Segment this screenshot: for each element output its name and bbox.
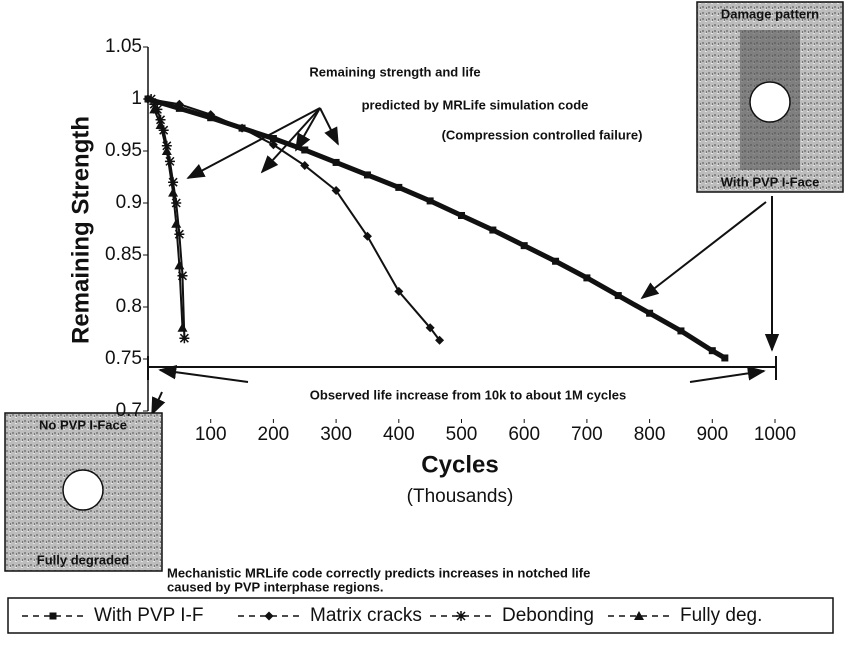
point	[615, 292, 622, 299]
point	[677, 327, 684, 334]
inset-label: With PVP I-Face	[721, 174, 820, 189]
y-tick-label: 1	[131, 88, 142, 109]
point	[165, 156, 175, 166]
legend-marker	[50, 613, 57, 620]
point	[177, 323, 187, 332]
x-axis-unit: (Thousands)	[407, 486, 514, 507]
point	[395, 184, 402, 191]
x-tick-label: 600	[508, 424, 540, 445]
inset-title: No PVP I-Face	[39, 417, 127, 432]
annotation: Observed life increase from 10k to about…	[310, 387, 626, 402]
legend-label: Fully deg.	[680, 605, 762, 626]
legend-label: With PVP I-F	[94, 605, 203, 626]
point	[552, 258, 559, 265]
chart: Remaining strength and life predicted by…	[0, 0, 846, 650]
point	[171, 198, 181, 208]
annotation: Remaining strength and life	[309, 64, 480, 79]
inset-top: Damage pattern With PVP I-Face	[697, 2, 843, 192]
x-tick-label: 800	[634, 424, 666, 445]
series-line	[151, 99, 184, 338]
legend-marker	[265, 612, 274, 621]
point	[489, 227, 496, 234]
y-tick-label: 0.8	[116, 296, 142, 317]
x-tick-label: 200	[258, 424, 290, 445]
point	[156, 120, 166, 129]
inset-label: Fully degraded	[37, 552, 130, 567]
point	[171, 219, 181, 228]
point	[162, 146, 172, 155]
arrows	[148, 108, 776, 414]
x-axis-title: Cycles	[421, 451, 498, 478]
y-tick-label: 0.9	[116, 192, 142, 213]
legend-label: Debonding	[502, 605, 594, 626]
caption: Mechanistic MRLife code correctly predic…	[167, 565, 590, 580]
y-tick-label: 0.7	[116, 400, 142, 421]
point	[427, 197, 434, 204]
point	[364, 171, 371, 178]
y-tick-label: 0.85	[105, 244, 142, 265]
page: {"chart_data": { "type": "line", "xlabel…	[0, 0, 846, 650]
series-line	[148, 99, 440, 340]
y-tick-label: 0.75	[105, 348, 142, 369]
point	[174, 260, 184, 269]
caption: caused by PVP interphase regions.	[167, 579, 384, 594]
point	[301, 146, 308, 153]
y-tick-label: 0.95	[105, 140, 142, 161]
point	[333, 159, 340, 166]
x-tick-label: 400	[383, 424, 415, 445]
x-tick-label: 300	[320, 424, 352, 445]
y-axis-title: Remaining Strength	[67, 116, 94, 344]
inset-bottom: No PVP I-Face Fully degraded	[5, 413, 162, 571]
point	[458, 212, 465, 219]
point	[521, 242, 528, 249]
point	[168, 188, 178, 197]
point	[583, 274, 590, 281]
x-tick-label: 700	[571, 424, 603, 445]
y-tick-label: 1.05	[105, 36, 142, 57]
legend-label: Matrix cracks	[310, 605, 422, 626]
annotation: predicted by MRLife simulation code	[362, 97, 589, 112]
x-tick-label: 100	[195, 424, 227, 445]
inset-title: Damage pattern	[721, 6, 819, 21]
point	[168, 177, 178, 187]
x-tick-label: 1000	[754, 424, 796, 445]
point	[709, 347, 716, 354]
x-tick-label: 900	[696, 424, 728, 445]
annotation: (Compression controlled failure)	[442, 127, 643, 142]
point	[721, 354, 728, 361]
point	[646, 310, 653, 317]
legend-marker	[456, 611, 466, 621]
x-tick-label: 500	[446, 424, 478, 445]
point	[179, 333, 189, 343]
